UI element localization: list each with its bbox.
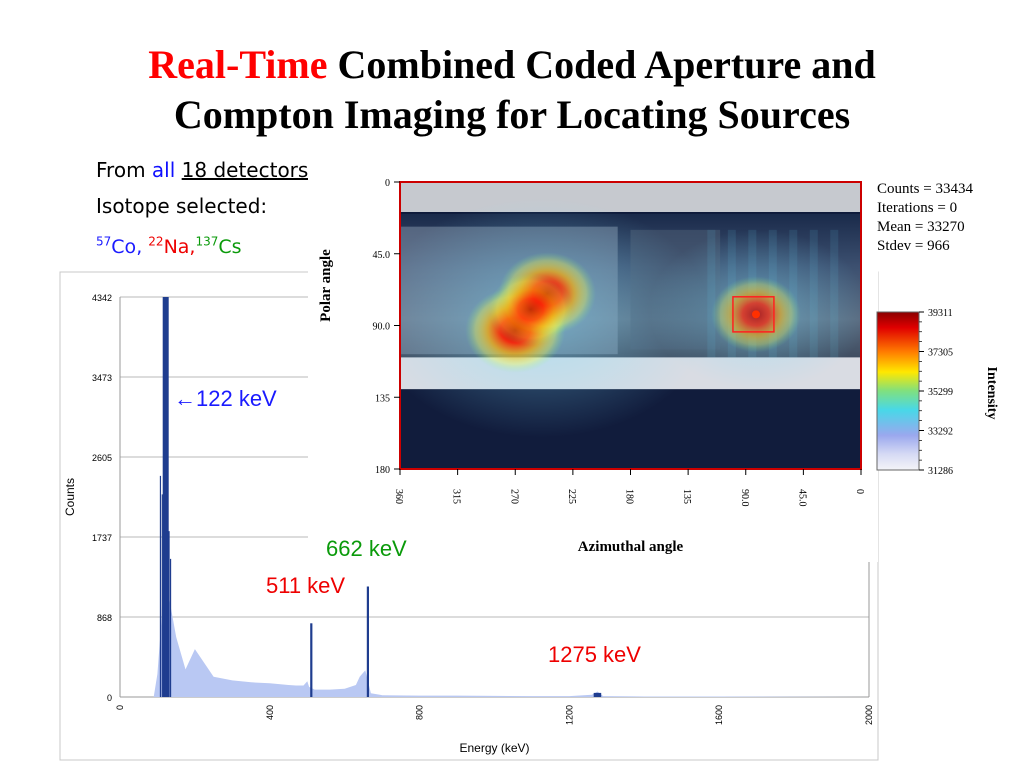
x-tick-label: 180 [624, 489, 635, 504]
x-tick-label: 315 [451, 489, 462, 504]
y-tick-label: 180 [375, 465, 390, 476]
x-tick-label: 1600 [714, 705, 724, 725]
stat-mean: Mean = 33270 [877, 219, 965, 235]
isotope-co: 57Co, [96, 235, 149, 259]
stat-counts: Counts = 33434 [877, 181, 973, 197]
isotope-na: 22Na, [148, 235, 196, 259]
isotope-mass: 137 [195, 235, 219, 249]
x-tick-label: 0 [115, 705, 125, 710]
spectrum-continuum [153, 572, 869, 697]
heatmap-stats: Counts = 33434 Iterations = 0 Mean = 332… [877, 180, 973, 256]
annotation-1275-kev: 1275 keV [548, 642, 641, 667]
x-axis-label: Energy (keV) [459, 741, 529, 755]
isotope-mass: 57 [96, 235, 112, 249]
y-tick-label: 90.0 [373, 322, 391, 333]
isotope-list: 57Co, 22Na,137Cs [96, 224, 308, 265]
y-tick-label: 1737 [92, 533, 112, 543]
colorbar-label: Intensity [984, 367, 999, 420]
isotope-mass: 22 [148, 235, 164, 249]
stat-stdev: Stdev = 966 [877, 238, 950, 254]
title-line2: Compton Imaging for Locating Sources [173, 92, 851, 137]
y-tick-label: 3473 [92, 373, 112, 383]
intensity-band [809, 229, 818, 358]
y-tick-label: 2605 [92, 453, 112, 463]
spectrum-peak [162, 297, 169, 697]
isotope-symbol: Na, [163, 236, 196, 259]
colorbar [876, 311, 920, 471]
x-tick-label: 1200 [564, 705, 574, 725]
colorbar-tick-label: 35299 [928, 387, 953, 398]
heatmap-chart: 0 45.0 90.0 135 180 360 315 270 225 180 135 90.0 45.… [308, 160, 999, 562]
spectrum-peak [593, 692, 602, 697]
annotation-662-kev: 662 keV [326, 536, 407, 561]
x-tick-label: 45.0 [796, 489, 807, 507]
highlight-box [732, 296, 775, 333]
x-tick-label: 225 [566, 489, 577, 504]
isotope-symbol: Co [111, 236, 137, 259]
top-band [400, 182, 861, 212]
hotspot [488, 273, 573, 346]
annotation-511-kev: 511 keV [266, 573, 346, 598]
spectrum-peak [366, 586, 369, 697]
y-axis-label: Polar angle [318, 249, 334, 322]
y-tick-label: 0 [107, 693, 112, 703]
heatmap-image [400, 182, 861, 469]
bullet-isotope-label: Isotope selected: [96, 194, 268, 218]
intensity-band [830, 229, 839, 358]
title-highlight: Real-Time [148, 42, 328, 87]
title-line1: Combined Coded Aperture and [327, 42, 876, 87]
isotope-sep: , [136, 236, 149, 259]
y-tick-label: 0 [385, 178, 390, 189]
slide-title: Real-Time Combined Coded Aperture and Co… [0, 40, 1024, 140]
y-tick-label: 868 [97, 613, 112, 623]
from-all: all [151, 158, 176, 182]
point-source [751, 310, 760, 319]
x-tick-label: 135 [681, 489, 692, 504]
colorbar-tick-label: 39311 [928, 308, 953, 319]
from-prefix: From [96, 158, 152, 182]
colorbar-tick-label: 33292 [928, 427, 953, 438]
x-tick-label: 360 [393, 489, 404, 504]
x-axis-label: Azimuthal angle [578, 539, 684, 555]
x-tick-label: 90.0 [739, 489, 750, 507]
x-tick-label: 0 [854, 489, 865, 494]
annotation-122-kev: ←122 keV [174, 386, 277, 411]
y-tick-label: 45.0 [373, 250, 391, 261]
y-tick-label: 4342 [92, 293, 112, 303]
intensity-band [707, 229, 716, 358]
x-tick-label: 400 [265, 705, 275, 720]
isotope-cs: 137Cs [195, 235, 242, 259]
y-axis-label: Counts [63, 478, 77, 516]
bullet-detectors: From all 18 detectors [96, 152, 308, 188]
x-tick-label: 800 [415, 705, 425, 720]
x-tick-label: 270 [508, 489, 519, 504]
bullet-list: From all 18 detectors Isotope selected: … [96, 152, 308, 265]
from-detectors: 18 detectors [181, 158, 309, 182]
spectrum-peak [310, 623, 313, 697]
colorbar-tick-label: 37305 [928, 347, 953, 358]
y-tick-label: 135 [375, 393, 390, 404]
isotope-symbol: Cs [218, 236, 242, 259]
stat-iterations: Iterations = 0 [877, 200, 958, 216]
colorbar-tick-label: 31286 [928, 466, 953, 477]
x-tick-label: 2000 [864, 705, 874, 725]
